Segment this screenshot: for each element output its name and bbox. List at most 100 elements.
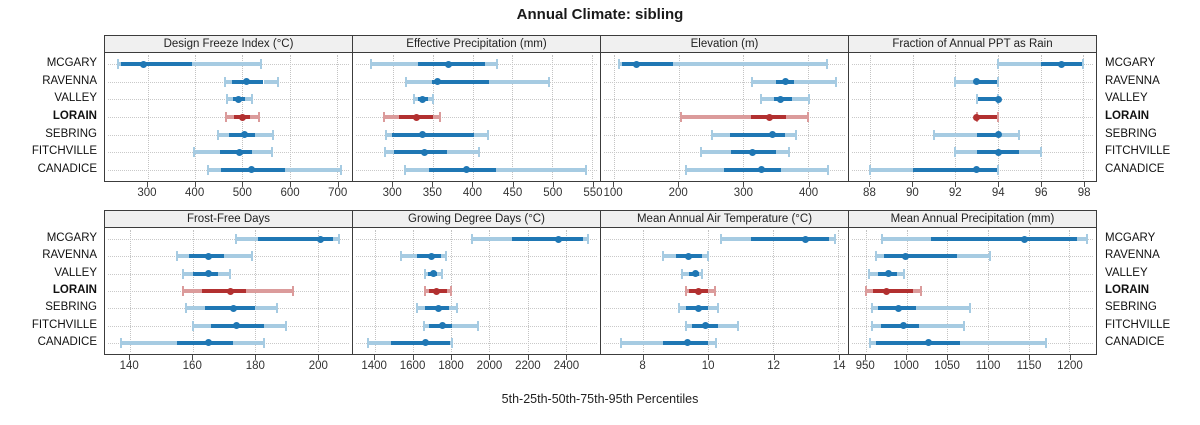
- median-dot-ravenna: [433, 78, 441, 86]
- panel-row-1: MCGARY RAVENNA VALLEY LORAIN SEBRING FITCHVIL…: [0, 35, 1200, 204]
- whisker-cap-low: [224, 112, 227, 122]
- gridline-horizontal: [604, 273, 845, 275]
- median-dot-canadice: [248, 166, 256, 174]
- whisker-cap-high: [250, 251, 253, 262]
- whisker-cap-low: [954, 76, 957, 87]
- axis-tick-label: 400: [185, 187, 205, 199]
- median-dot-valley: [234, 95, 242, 103]
- median-dot-mcgary: [317, 235, 325, 243]
- axis-tick-label: 400: [462, 187, 483, 199]
- station-label-ravenna: RAVENNA: [42, 74, 97, 87]
- whisker-cap-high: [276, 76, 279, 87]
- panel-plot: [352, 228, 601, 355]
- whisker-cap-low: [679, 112, 682, 122]
- station-label-lorain: LORAIN: [52, 110, 97, 122]
- whisker-cap-high: [920, 286, 923, 296]
- whisker-cap-high: [445, 251, 448, 262]
- whisker-cap-high: [339, 164, 342, 175]
- station-label-mcgary: MCGARY: [1105, 232, 1156, 245]
- station-label-valley: VALLEY: [54, 92, 97, 105]
- axis-tick: [194, 182, 196, 187]
- station-label-canadice: CANADICE: [37, 162, 97, 175]
- whisker-cap-high: [707, 251, 710, 262]
- axis-tick-label: 950: [855, 360, 875, 372]
- axis-tick-label: 350: [422, 187, 442, 199]
- whisker-cap-high: [257, 112, 260, 122]
- whisker-box: [912, 167, 999, 172]
- whisker-tail-high: [698, 271, 702, 276]
- axis-tick-label: 300: [137, 187, 157, 199]
- whisker-tail-low: [120, 340, 177, 345]
- axis-tick: [412, 355, 414, 360]
- station-label-fitchville: FITCHVILLE: [1105, 145, 1171, 158]
- whisker-box: [219, 150, 252, 155]
- median-dot-sebring: [895, 304, 903, 312]
- whisker-cap-high: [826, 59, 829, 70]
- station-label-canadice: CANADICE: [1105, 335, 1165, 348]
- whisker-tail-low: [619, 62, 622, 67]
- axis-tick-label: 96: [1034, 187, 1048, 199]
- axis-tick-label: 2200: [515, 360, 541, 372]
- panel-x-axis: 300 400 500 600 700: [104, 182, 353, 204]
- whisker-cap-low: [870, 303, 873, 314]
- whisker-cap-low: [867, 268, 870, 279]
- whisker-tail-low: [620, 340, 663, 345]
- axis-tick: [566, 355, 568, 360]
- whisker-tail-low: [183, 289, 202, 293]
- whisker-tail-low: [721, 237, 751, 242]
- whisker-tail-low: [875, 254, 884, 259]
- whisker-cap-low: [684, 320, 687, 331]
- axis-tick: [255, 355, 257, 360]
- median-dot-valley: [994, 95, 1002, 103]
- axis-tick: [451, 355, 453, 360]
- axis-tick-label: 400: [798, 187, 819, 199]
- station-label-ravenna: RAVENNA: [42, 249, 97, 262]
- axis-tick-label: 1000: [893, 360, 919, 372]
- axis-tick-label: 160: [182, 360, 202, 372]
- whisker-tail-high: [452, 323, 478, 328]
- whisker-cap-low: [216, 129, 219, 140]
- whisker-cap-low: [997, 59, 1000, 70]
- station-label-sebring: SEBRING: [1105, 301, 1157, 314]
- median-dot-lorain: [226, 287, 234, 295]
- whisker-tail-high: [245, 97, 252, 102]
- axis-tick: [839, 355, 841, 360]
- axis-tick: [947, 355, 949, 360]
- axis-tick: [988, 355, 990, 360]
- whisker-tail-high: [718, 323, 738, 328]
- whisker-tail-low: [882, 237, 932, 242]
- gridline-horizontal: [604, 81, 845, 83]
- axis-tick: [865, 355, 867, 360]
- median-dot-mcgary: [633, 60, 641, 68]
- axis-tick-label: 88: [863, 187, 876, 199]
- whisker-cap-high: [715, 337, 718, 348]
- whisker-tail-low: [405, 79, 432, 84]
- axis-tick: [290, 182, 292, 187]
- station-label-lorain: LORAIN: [1105, 110, 1150, 122]
- axis-tick: [955, 182, 957, 187]
- median-dot-fitchville: [701, 322, 709, 330]
- gridline-horizontal: [356, 291, 597, 292]
- whisker-tail-high: [1077, 237, 1088, 242]
- whisker-tail-high: [918, 323, 964, 328]
- axis-tick: [337, 182, 339, 187]
- median-dot-canadice: [421, 339, 429, 347]
- whisker-tail-high: [957, 254, 991, 259]
- whisker-tail-high: [485, 62, 498, 67]
- whisker-cap-low: [119, 337, 122, 348]
- whisker-tail-high: [333, 237, 340, 242]
- axis-tick-label: 140: [119, 360, 139, 372]
- whisker-tail-low: [193, 150, 220, 155]
- panel-plot: [848, 228, 1097, 355]
- panel-plot: [600, 53, 849, 182]
- whisker-cap-low: [367, 337, 370, 348]
- panel-strip-title: Growing Degree Days (°C): [352, 210, 601, 228]
- station-label-valley: VALLEY: [54, 266, 97, 279]
- whisker-cap-high: [450, 286, 453, 296]
- whisker-box: [729, 132, 786, 137]
- whisker-tail-low: [955, 150, 977, 155]
- whisker-cap-high: [440, 268, 443, 279]
- whisker-tail-low: [370, 62, 419, 67]
- station-labels-right: MCGARY RAVENNA VALLEY LORAIN SEBRING FITCHVIL…: [1097, 35, 1200, 204]
- whisker-tail-high: [776, 150, 789, 155]
